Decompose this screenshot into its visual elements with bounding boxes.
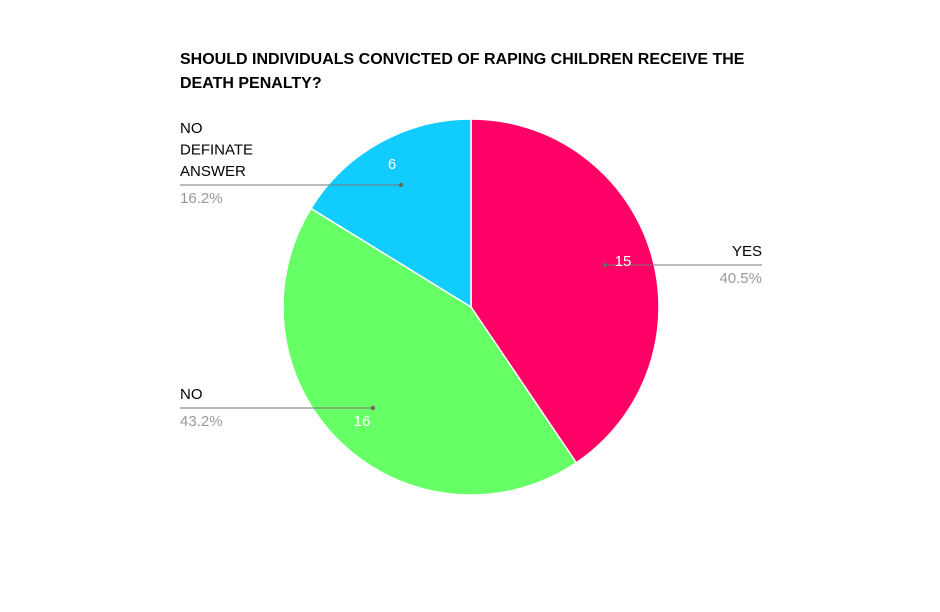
category-label: YES — [732, 243, 762, 260]
leader-dot — [602, 262, 608, 268]
percent-label: 43.2% — [180, 413, 223, 430]
category-label: NO — [180, 386, 203, 403]
chart-title: SHOULD INDIVIDUALS CONVICTED OF RAPING C… — [180, 51, 745, 92]
percent-label: 40.5% — [719, 270, 762, 287]
value-label: 16 — [354, 413, 371, 430]
percent-label: 16.2% — [180, 190, 223, 207]
category-label: NO DEFINATE ANSWER — [180, 120, 253, 180]
value-label: 6 — [388, 156, 396, 173]
pie-slice — [282, 207, 578, 496]
pie-slice — [309, 118, 472, 309]
pie-slice — [470, 118, 660, 464]
leader-dot — [398, 182, 404, 188]
leader-dot — [370, 405, 376, 411]
value-label: 15 — [615, 253, 632, 270]
